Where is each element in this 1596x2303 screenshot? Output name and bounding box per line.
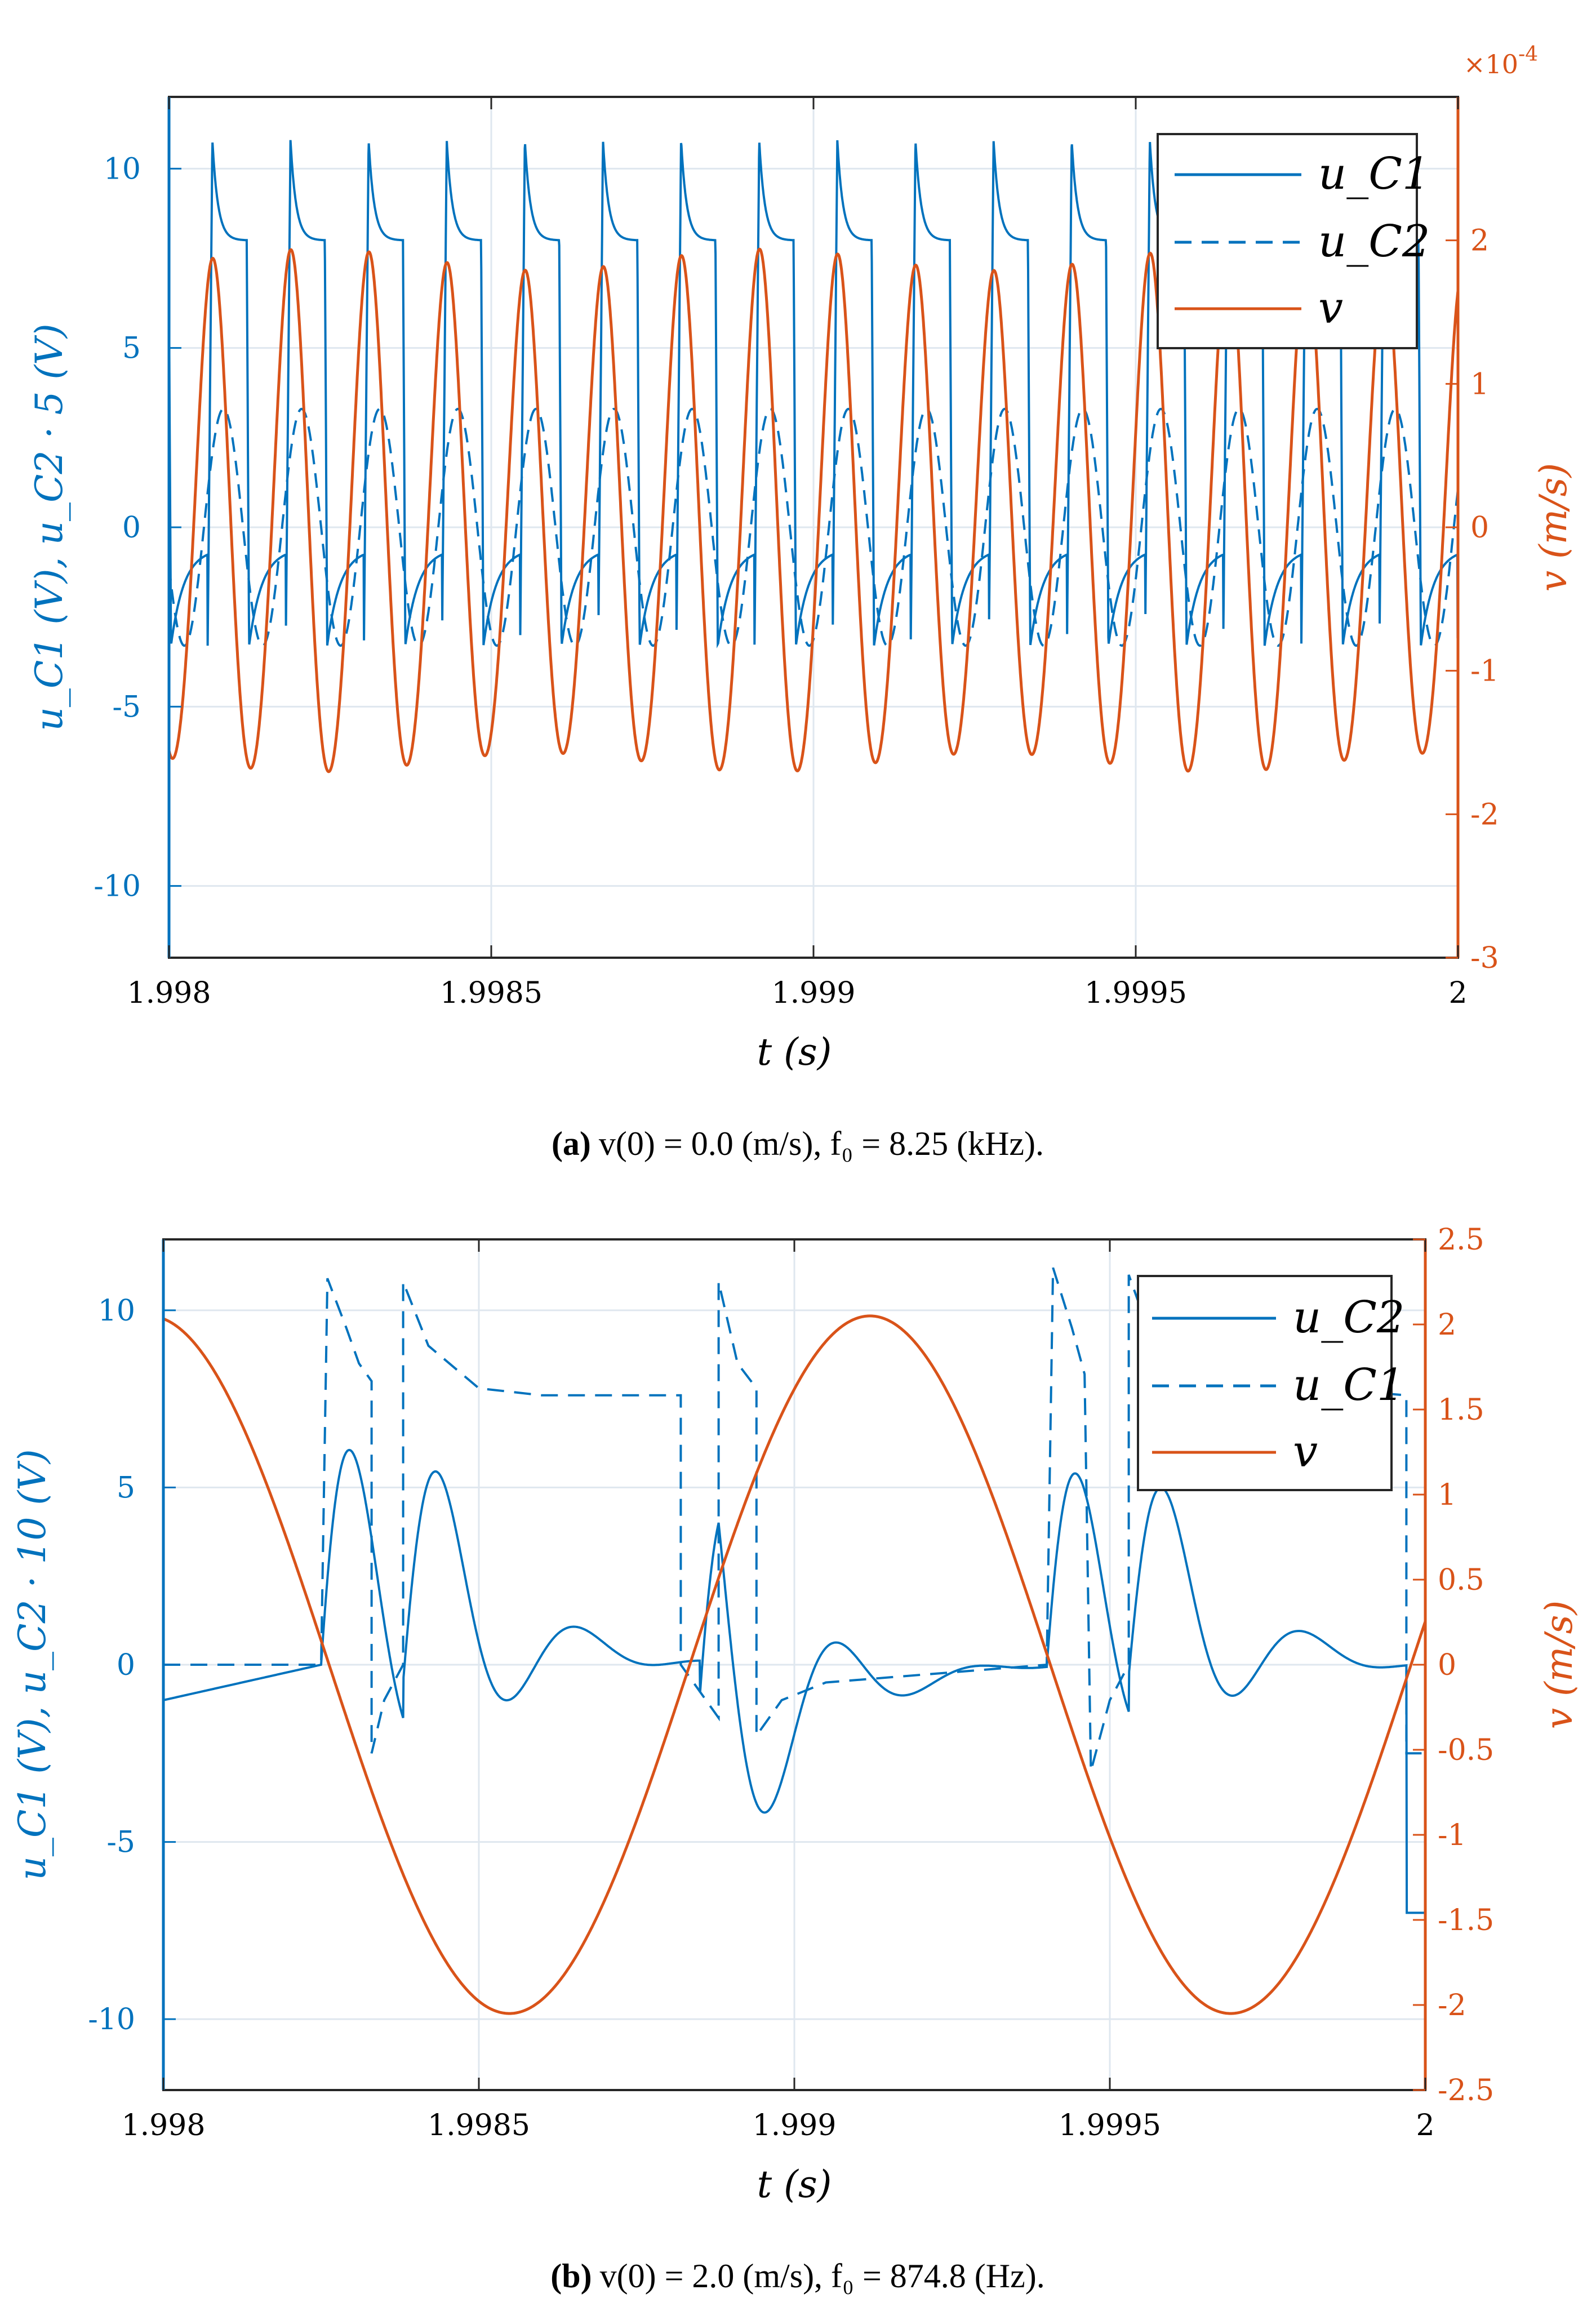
panel-a-xlabel: t (s): [757, 1030, 832, 1074]
panel-a-legend-v: v: [1318, 283, 1343, 334]
panel-b-ltick-label-3: -5: [106, 1826, 135, 1860]
panel-a: 1.998 1.9985 1.999 1.9995 21050-5-10210-1-2-…: [28, 43, 1575, 1162]
panel-b-curves: [163, 1267, 1425, 2015]
panel-b-caption: (b) v(0) = 2.0 (m/s), f₀ = 874.8 (Hz).: [550, 2257, 1044, 2295]
panel-b-ylabel-left: u_C1 (V), u_C2 · 10 (V): [11, 1449, 54, 1880]
panel-b-ltick-label-0: 10: [98, 1294, 135, 1328]
panel-b-rtick-label-8: -1.5: [1438, 1904, 1494, 1937]
panel-b-ticks: 1.998 1.9985 1.999 1.9995 21050-5-102.521.51…: [88, 1223, 1494, 2142]
panel-b-rtick-label-6: -0.5: [1438, 1733, 1494, 1767]
panel-a-rtick-label-3: -1: [1470, 655, 1499, 688]
panel-a-multiplier: ×10-4: [1464, 43, 1538, 79]
panel-b-rtick-label-1: 2: [1438, 1308, 1456, 1342]
panel-b-series-uc2: [163, 1448, 1425, 1914]
panel-b: 1.998 1.9985 1.999 1.9995 21050-5-102.521.51…: [11, 1223, 1581, 2295]
panel-a-xtick-label-0: 1.998: [127, 976, 211, 1010]
panel-a-rtick-label-5: -3: [1470, 941, 1499, 975]
panel-b-legend: u_C2 u_C1 v: [1137, 1275, 1405, 1491]
panel-b-ltick-label-2: 0: [117, 1648, 135, 1682]
panel-a-rtick-label-2: 0: [1470, 511, 1489, 545]
panel-b-legend-uc2: u_C2: [1293, 1292, 1405, 1343]
panel-b-rtick-label-2: 1.5: [1438, 1393, 1484, 1427]
panel-b-series-uc1: [163, 1267, 1425, 1772]
panel-b-rtick-label-3: 1: [1438, 1478, 1456, 1512]
panel-a-legend-uc1: u_C1: [1318, 149, 1430, 199]
panel-b-xtick-label-1: 1.9985: [428, 2109, 530, 2142]
panel-a-rtick-label-1: 1: [1470, 367, 1489, 401]
panel-b-legend-uc1: u_C1: [1293, 1360, 1405, 1411]
panel-a-xtick-label-2: 1.999: [772, 976, 856, 1010]
panel-a-rtick-label-4: -2: [1470, 798, 1499, 832]
panel-b-ltick-label-1: 5: [117, 1471, 135, 1505]
panel-a-legend: u_C1 u_C2 v: [1157, 133, 1430, 349]
panel-a-ltick-label-4: -10: [94, 870, 141, 904]
panel-a-ltick-label-2: 0: [122, 511, 141, 545]
panel-a-caption: (a) v(0) = 0.0 (m/s), f₀ = 8.25 (kHz).: [552, 1125, 1044, 1162]
panel-a-xtick-label-1: 1.9985: [440, 976, 543, 1010]
panel-b-series-v: [163, 1314, 1425, 2015]
panel-a-ylabel-left: u_C1 (V), u_C2 · 5 (V): [28, 323, 71, 731]
panel-a-ltick-label-0: 10: [104, 152, 141, 186]
panel-b-rtick-label-7: -1: [1438, 1819, 1466, 1852]
panel-b-rtick-label-0: 2.5: [1438, 1223, 1484, 1257]
panel-b-ltick-label-4: -10: [88, 2003, 135, 2037]
panel-a-ticks: 1.998 1.9985 1.999 1.9995 21050-5-10210-1-2-…: [94, 97, 1499, 1010]
panel-b-legend-box: [1137, 1275, 1393, 1491]
panel-b-rtick-label-5: 0: [1438, 1648, 1456, 1682]
panel-b-xlabel: t (s): [757, 2163, 832, 2206]
panel-b-legend-v: v: [1293, 1426, 1318, 1477]
panel-a-grid: [169, 97, 1458, 958]
panel-a-ltick-label-3: -5: [112, 690, 141, 724]
panel-a-legend-uc2: u_C2: [1318, 216, 1430, 267]
panel-b-xtick-label-4: 2: [1416, 2109, 1434, 2142]
panel-a-xtick-label-3: 1.9995: [1084, 976, 1187, 1010]
panel-b-ylabel-right: v (m/s): [1537, 1600, 1581, 1729]
panel-a-series-v: [169, 247, 1458, 773]
panel-a-ltick-label-1: 5: [122, 332, 141, 366]
panel-b-series-group: [163, 1267, 1425, 2015]
panel-b-rtick-label-9: -2: [1438, 1989, 1466, 2022]
panel-b-xtick-label-0: 1.998: [122, 2109, 206, 2142]
panel-a-rtick-label-0: 2: [1470, 224, 1489, 258]
panel-b-rtick-label-4: 0.5: [1438, 1563, 1484, 1597]
panel-b-xtick-label-2: 1.999: [753, 2109, 837, 2142]
panel-a-ylabel-right: v (m/s): [1532, 463, 1575, 592]
panel-b-rtick-label-10: -2.5: [1438, 2074, 1494, 2108]
panel-b-xtick-label-3: 1.9995: [1059, 2109, 1161, 2142]
panel-a-xtick-label-4: 2: [1448, 976, 1467, 1010]
